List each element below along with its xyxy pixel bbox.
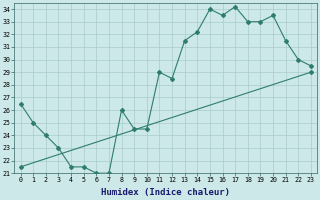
X-axis label: Humidex (Indice chaleur): Humidex (Indice chaleur) [101,188,230,197]
